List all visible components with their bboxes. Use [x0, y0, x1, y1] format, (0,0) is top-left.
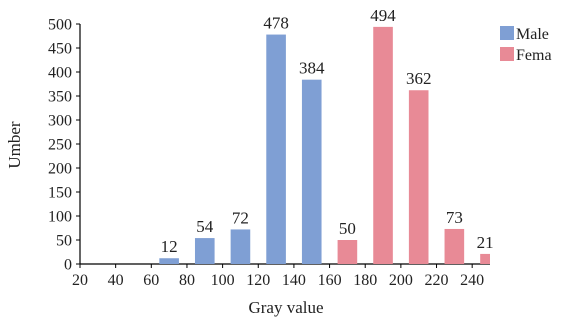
x-tick-label: 120: [246, 272, 270, 289]
data-label-150: 384: [299, 59, 325, 78]
y-tick-label: 250: [48, 137, 72, 154]
bar-male-110: [230, 229, 251, 264]
y-tick-label: 400: [48, 65, 72, 82]
bar-male-90: [194, 238, 215, 264]
data-label-250: 21: [477, 233, 494, 252]
data-label-130: 478: [263, 14, 289, 33]
x-tick-label: 80: [179, 272, 195, 289]
x-tick-label: 200: [389, 272, 413, 289]
x-tick-label: 60: [143, 272, 159, 289]
data-label-170: 50: [339, 219, 356, 238]
data-label-190: 494: [370, 6, 396, 25]
tick-labels: 0 50 100 150 200 250 300 350 400 450 500 20 40 60 80 10…: [48, 17, 484, 290]
bar-male-70: [159, 258, 179, 264]
bar-male-130: [266, 34, 286, 265]
y-axis-title: Umber: [5, 121, 24, 169]
data-label-70: 12: [161, 237, 178, 256]
legend-swatch-male: [500, 26, 514, 40]
x-tick-label: 20: [72, 272, 88, 289]
y-tick-label: 50: [56, 233, 72, 250]
x-tick-label: 40: [108, 272, 124, 289]
legend-label-female: Fema: [516, 47, 552, 64]
bars: [159, 26, 490, 265]
y-tick-label: 200: [48, 161, 72, 178]
data-label-110: 72: [232, 208, 249, 227]
bar-fema-210: [408, 90, 429, 265]
x-tick-label: 140: [282, 272, 306, 289]
y-tick-label: 500: [48, 17, 72, 34]
bar-fema-250: [480, 253, 490, 264]
data-label-90: 54: [196, 217, 214, 236]
data-label-210: 362: [406, 69, 432, 88]
data-labels: 12 54 72 478 384 50 494 362 73 21: [161, 6, 494, 256]
bar-male-150: [301, 79, 322, 265]
x-tick-label: 180: [353, 272, 377, 289]
x-axis-title: Gray value: [248, 298, 323, 317]
y-tick-label: 450: [48, 41, 72, 58]
x-tick-label: 160: [318, 272, 342, 289]
y-tick-label: 300: [48, 113, 72, 130]
legend-label-male: Male: [516, 26, 549, 43]
x-tick-label: 220: [425, 272, 449, 289]
legend: Male Fema: [500, 26, 552, 64]
legend-swatch-female: [500, 47, 514, 61]
y-tick-label: 0: [64, 257, 72, 274]
x-tick-label: 100: [211, 272, 235, 289]
data-label-230: 73: [446, 208, 463, 227]
y-tick-label: 350: [48, 89, 72, 106]
y-tick-label: 150: [48, 185, 72, 202]
bar-fema-230: [444, 228, 465, 264]
bar-fema-170: [337, 240, 358, 264]
y-tick-label: 100: [48, 209, 72, 226]
bar-fema-190: [373, 26, 393, 264]
x-tick-label: 240: [460, 272, 484, 289]
